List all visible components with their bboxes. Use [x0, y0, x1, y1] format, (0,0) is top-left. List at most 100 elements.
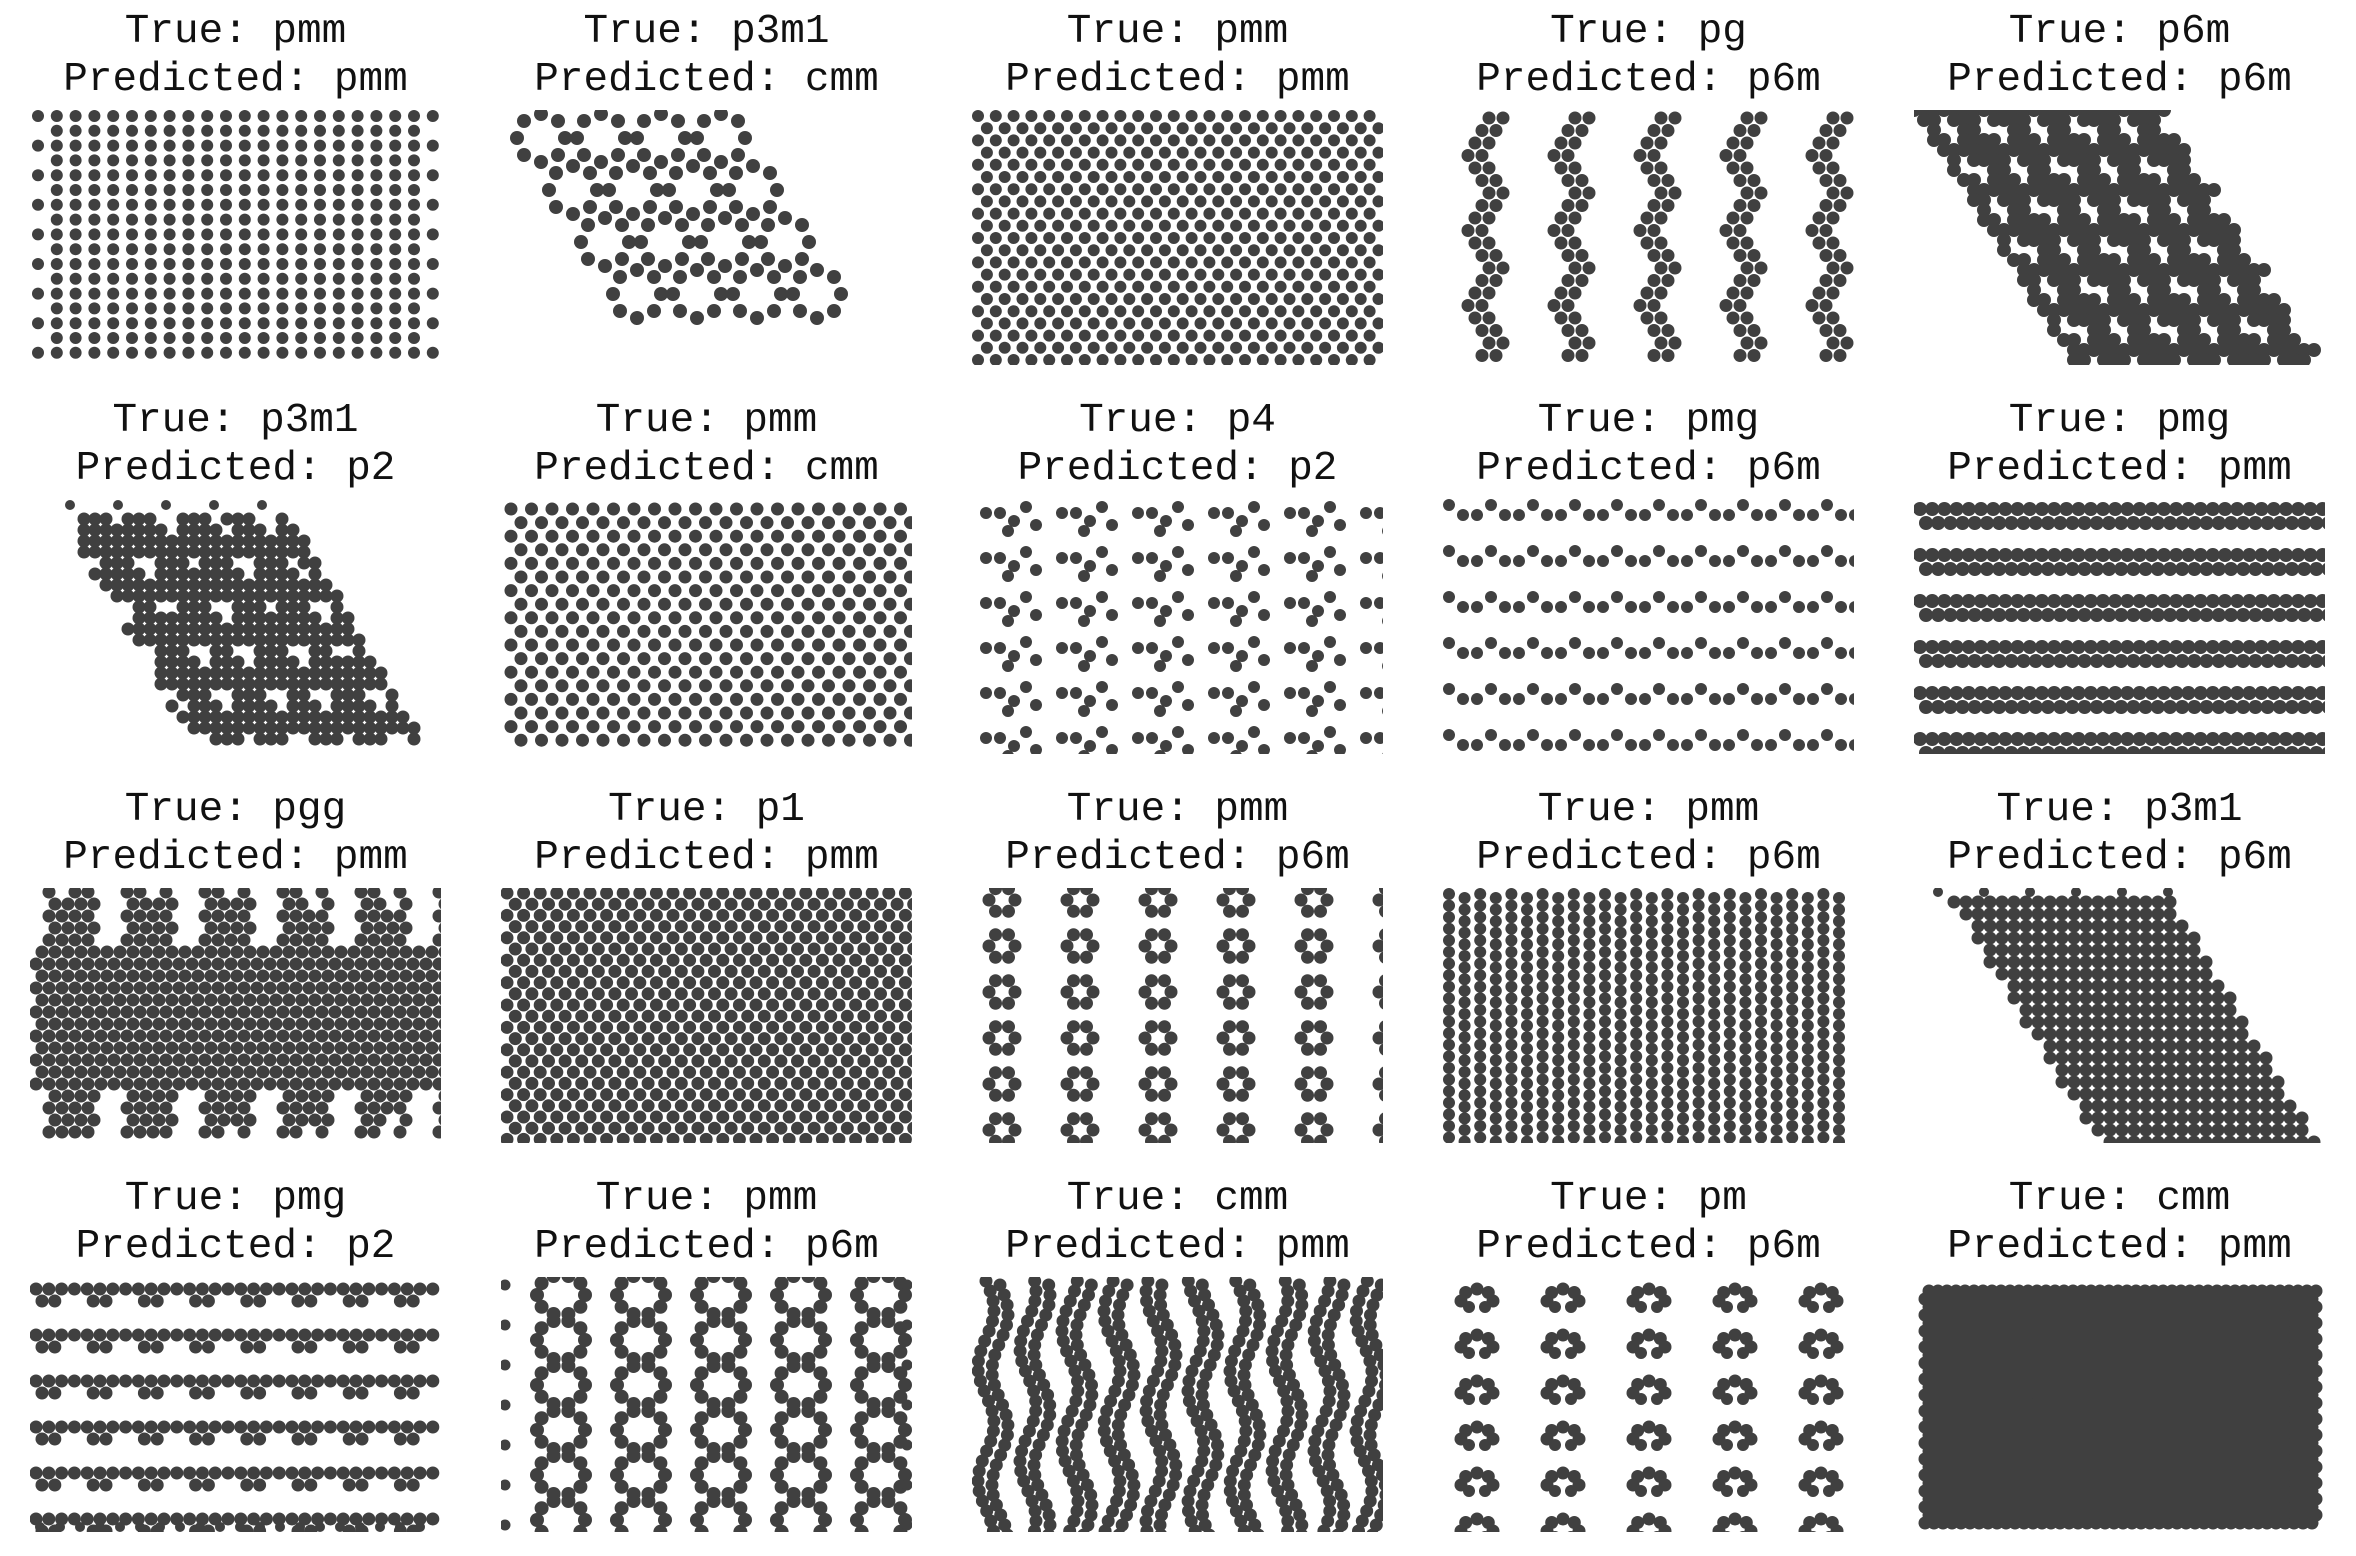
lattice-dot — [1372, 122, 1383, 135]
lattice-dot — [126, 317, 138, 330]
lattice-dot — [558, 897, 572, 911]
lattice-dot — [980, 195, 993, 208]
lattice-dot — [600, 1110, 614, 1124]
lattice-dot — [432, 1029, 441, 1043]
lattice-dot — [1496, 111, 1510, 125]
lattice-dot — [1069, 146, 1082, 159]
lattice-dot — [904, 652, 912, 666]
lattice-dot — [2193, 732, 2208, 746]
lattice-dot — [2027, 263, 2041, 277]
lattice-dot — [1567, 946, 1580, 958]
lattice-dot — [1474, 1085, 1487, 1098]
lattice-dot — [319, 666, 333, 680]
lattice-dot — [209, 622, 223, 636]
lattice-dot — [1505, 934, 1518, 947]
lattice-dot — [1294, 1031, 1308, 1045]
lattice-dot — [1812, 236, 1826, 250]
lattice-dot — [165, 556, 179, 570]
lattice-dot — [286, 611, 300, 625]
lattice-dot — [857, 1054, 871, 1068]
lattice-dot — [69, 287, 82, 300]
lattice-dot — [2303, 686, 2318, 700]
lattice-dot — [243, 921, 257, 935]
lattice-dot — [1947, 153, 1961, 167]
lattice-dot — [30, 981, 43, 995]
lattice-dot — [352, 633, 366, 647]
lattice-dot — [201, 228, 214, 241]
lattice-dot — [719, 516, 733, 530]
lattice-dot — [649, 1088, 663, 1102]
lattice-dot — [2266, 640, 2281, 654]
lattice-dot — [1025, 256, 1038, 269]
lattice-dot — [1505, 969, 1518, 982]
lattice-dot — [1158, 122, 1171, 135]
lattice-dot — [791, 584, 805, 598]
lattice-dot — [1034, 293, 1047, 305]
lattice-dot — [242, 589, 256, 603]
lattice-dot — [824, 897, 838, 911]
lattice-dot — [2147, 263, 2161, 277]
lattice-dot — [827, 304, 841, 318]
lattice-dot — [873, 638, 887, 652]
lattice-dot — [1661, 922, 1674, 935]
lattice-dot — [1974, 548, 1988, 562]
lattice-dot — [201, 124, 214, 137]
lattice-dot — [1583, 693, 1595, 705]
lattice-dot — [209, 732, 223, 746]
lattice-dot — [360, 1041, 374, 1055]
lattice-dot — [201, 198, 214, 211]
predicted-label: Predicted: p2 — [75, 446, 396, 492]
lattice-dot — [714, 287, 728, 301]
lattice-dot — [611, 148, 625, 162]
lattice-dot — [308, 1017, 322, 1031]
lattice-dot — [724, 987, 738, 1001]
lattice-dot — [182, 346, 195, 359]
lattice-dot — [1002, 1066, 1015, 1080]
lattice-dot — [2027, 273, 2041, 287]
lattice-dot — [220, 666, 234, 680]
lattice-dot — [389, 139, 402, 152]
lattice-dot — [393, 933, 407, 947]
lattice-dot — [658, 1009, 672, 1023]
lattice-dot — [550, 1043, 564, 1057]
lattice-dot — [1067, 1042, 1080, 1056]
lattice-dot — [2007, 203, 2021, 217]
lattice-dot — [649, 1132, 663, 1143]
lattice-dot — [1458, 1100, 1471, 1113]
lattice-dot — [2047, 113, 2061, 127]
lattice-dot — [1443, 683, 1455, 695]
lattice-dot — [2197, 333, 2211, 347]
lattice-dot — [2187, 333, 2201, 347]
lattice-dot — [1132, 329, 1145, 342]
lattice-dot — [1489, 1124, 1502, 1136]
lattice-dot — [2211, 700, 2226, 714]
lattice-dot — [224, 1005, 238, 1019]
lattice-dot — [615, 218, 629, 232]
lattice-dot — [1474, 946, 1487, 958]
lattice-dot — [1078, 280, 1091, 293]
lattice-dot — [1583, 984, 1596, 997]
lattice-dot — [666, 1020, 680, 1034]
lattice-dot — [1849, 601, 1854, 613]
lattice-dot — [674, 987, 688, 1001]
lattice-dot — [263, 981, 277, 995]
lattice-dot — [1194, 195, 1207, 208]
lattice-dot — [107, 287, 120, 300]
lattice-dot — [807, 1076, 821, 1090]
lattice-dot — [907, 1077, 912, 1090]
lattice-dot — [998, 244, 1011, 257]
lattice-dot — [2307, 343, 2321, 357]
lattice-dot — [1230, 268, 1243, 281]
lattice-dot — [2237, 343, 2251, 357]
lattice-dot — [1645, 973, 1658, 986]
lattice-dot — [289, 1053, 303, 1067]
lattice-dot — [438, 898, 441, 910]
lattice-dot — [533, 1132, 547, 1143]
lattice-dot — [2147, 143, 2161, 157]
lattice-dot — [738, 131, 752, 145]
lattice-dot — [1949, 640, 1964, 654]
lattice-dot — [110, 556, 124, 570]
lattice-dot — [904, 706, 912, 720]
lattice-dot — [840, 1032, 854, 1046]
lattice-dot — [683, 1088, 697, 1102]
